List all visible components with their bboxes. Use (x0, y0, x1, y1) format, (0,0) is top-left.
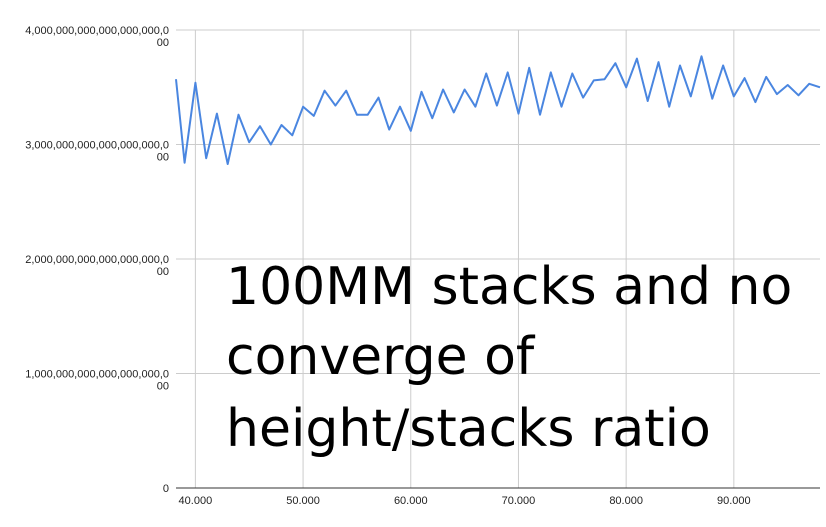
data-point (701, 55, 703, 57)
data-point (205, 157, 207, 159)
data-point (345, 90, 347, 92)
y-tick-label-line: 00 (157, 152, 169, 164)
x-tick-labels: 40.000 50.000 60.000 70.000 80.000 90.000 (179, 495, 751, 507)
series-line (175, 55, 821, 165)
y-tick-labels: 4,000,000,000,000,000,000,0 003,000,000,0… (25, 25, 169, 495)
data-point (399, 106, 401, 108)
y-tick-label: 2,000,000,000,000,000,000,0 00 (25, 254, 169, 278)
data-point (334, 105, 336, 107)
data-point (582, 97, 584, 99)
data-point (561, 106, 563, 108)
data-point (711, 98, 713, 100)
data-point (517, 113, 519, 115)
y-tick-label-line: 0 (163, 483, 169, 495)
data-point (657, 61, 659, 63)
data-point (388, 129, 390, 131)
data-point (690, 95, 692, 97)
data-point (194, 82, 196, 84)
data-point (679, 64, 681, 66)
data-point (421, 91, 423, 93)
x-tick-label: 70.000 (502, 495, 536, 507)
y-tick-label-line: 3,000,000,000,000,000,000,0 (25, 140, 169, 152)
x-tick-label: 50.000 (286, 495, 320, 507)
data-point (636, 58, 638, 60)
data-point (356, 114, 358, 116)
data-points (175, 55, 821, 165)
data-point (787, 84, 789, 86)
data-point (496, 105, 498, 107)
data-point (485, 73, 487, 75)
data-point (442, 89, 444, 91)
data-point (614, 62, 616, 64)
data-point (744, 77, 746, 79)
data-point (507, 71, 509, 73)
y-tick-label-line: 2,000,000,000,000,000,000,0 (25, 254, 169, 266)
data-point (216, 113, 218, 115)
data-point (647, 100, 649, 102)
data-point (776, 93, 778, 95)
y-tick-label: 0 (163, 483, 169, 495)
data-point (313, 115, 315, 117)
data-point (453, 111, 455, 113)
y-tick-label: 4,000,000,000,000,000,000,0 00 (25, 25, 169, 49)
annotation-line-2: converge of (226, 327, 536, 387)
x-tick-label: 90.000 (717, 495, 751, 507)
data-point (808, 83, 810, 85)
data-point (259, 125, 261, 127)
data-point (270, 144, 272, 146)
data-point (722, 64, 724, 66)
data-point (819, 86, 821, 88)
data-point (431, 117, 433, 119)
data-point (184, 162, 186, 164)
data-point (464, 89, 466, 91)
data-point (227, 163, 229, 165)
y-tick-label-line: 4,000,000,000,000,000,000,0 (25, 25, 169, 37)
annotation-text: 100MM stacks and no converge of height/s… (226, 257, 809, 459)
data-point (248, 141, 250, 143)
x-tick-label: 80.000 (609, 495, 643, 507)
data-point (410, 130, 412, 132)
data-point (291, 134, 293, 136)
data-point (550, 71, 552, 73)
data-point (604, 78, 606, 80)
y-tick-label: 3,000,000,000,000,000,000,0 00 (25, 140, 169, 164)
data-point (593, 79, 595, 81)
data-point (377, 97, 379, 99)
data-point (754, 101, 756, 103)
data-point (797, 94, 799, 96)
y-tick-label-line: 00 (157, 37, 169, 49)
annotation-line-1: 100MM stacks and no (226, 257, 792, 317)
data-point (539, 114, 541, 116)
data-point (237, 114, 239, 116)
y-tick-label: 1,000,000,000,000,000,000,0 00 (25, 369, 169, 393)
y-tick-label-line: 1,000,000,000,000,000,000,0 (25, 369, 169, 381)
horizontal-gridlines (176, 29, 820, 374)
data-point (175, 78, 177, 80)
y-tick-label-line: 00 (157, 266, 169, 278)
data-point (765, 76, 767, 78)
data-point (367, 114, 369, 116)
x-tick-label: 40.000 (179, 495, 213, 507)
data-point (281, 124, 283, 126)
data-point (668, 106, 670, 108)
annotation-line-3: height/stacks ratio (226, 399, 711, 459)
data-point (625, 86, 627, 88)
data-point (302, 106, 304, 108)
data-point (733, 95, 735, 97)
data-point (528, 67, 530, 69)
x-tick-label: 60.000 (394, 495, 428, 507)
y-tick-label-line: 00 (157, 381, 169, 393)
data-point (474, 106, 476, 108)
data-point (324, 90, 326, 92)
data-point (571, 73, 573, 75)
